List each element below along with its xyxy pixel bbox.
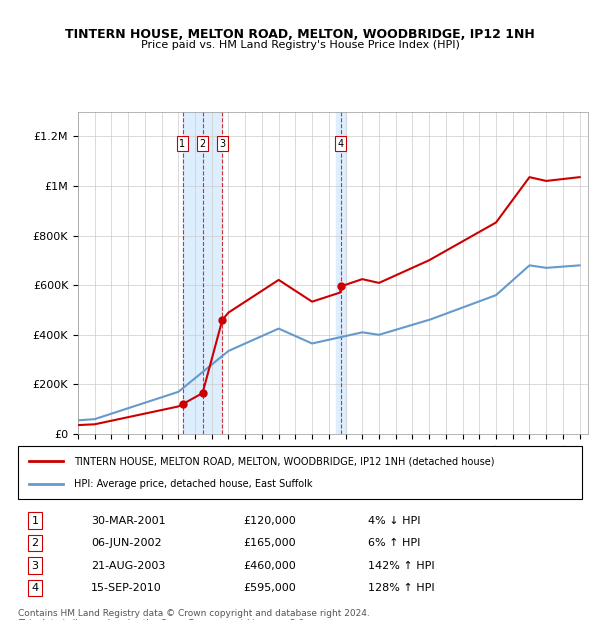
Text: 3: 3 <box>219 139 226 149</box>
Text: 06-JUN-2002: 06-JUN-2002 <box>91 538 162 548</box>
Text: 15-SEP-2010: 15-SEP-2010 <box>91 583 162 593</box>
Text: 2: 2 <box>31 538 38 548</box>
Text: 21-AUG-2003: 21-AUG-2003 <box>91 560 166 570</box>
Text: £165,000: £165,000 <box>244 538 296 548</box>
Text: 6% ↑ HPI: 6% ↑ HPI <box>368 538 420 548</box>
Text: Contains HM Land Registry data © Crown copyright and database right 2024.
This d: Contains HM Land Registry data © Crown c… <box>18 609 370 620</box>
Text: 128% ↑ HPI: 128% ↑ HPI <box>368 583 434 593</box>
Text: 142% ↑ HPI: 142% ↑ HPI <box>368 560 434 570</box>
Text: Price paid vs. HM Land Registry's House Price Index (HPI): Price paid vs. HM Land Registry's House … <box>140 40 460 50</box>
Bar <box>335 112 346 434</box>
Text: £120,000: £120,000 <box>244 516 296 526</box>
Text: £460,000: £460,000 <box>244 560 296 570</box>
Text: 2: 2 <box>199 139 206 149</box>
Text: TINTERN HOUSE, MELTON ROAD, MELTON, WOODBRIDGE, IP12 1NH (detached house): TINTERN HOUSE, MELTON ROAD, MELTON, WOOD… <box>74 456 495 466</box>
Text: 4: 4 <box>338 139 344 149</box>
Text: £595,000: £595,000 <box>244 583 296 593</box>
Text: 4% ↓ HPI: 4% ↓ HPI <box>368 516 420 526</box>
Text: HPI: Average price, detached house, East Suffolk: HPI: Average price, detached house, East… <box>74 479 313 489</box>
Text: 3: 3 <box>31 560 38 570</box>
Bar <box>182 112 223 434</box>
Text: 4: 4 <box>31 583 38 593</box>
Text: 30-MAR-2001: 30-MAR-2001 <box>91 516 166 526</box>
FancyBboxPatch shape <box>18 446 582 499</box>
Text: TINTERN HOUSE, MELTON ROAD, MELTON, WOODBRIDGE, IP12 1NH: TINTERN HOUSE, MELTON ROAD, MELTON, WOOD… <box>65 28 535 41</box>
Text: 1: 1 <box>31 516 38 526</box>
Text: 1: 1 <box>179 139 185 149</box>
